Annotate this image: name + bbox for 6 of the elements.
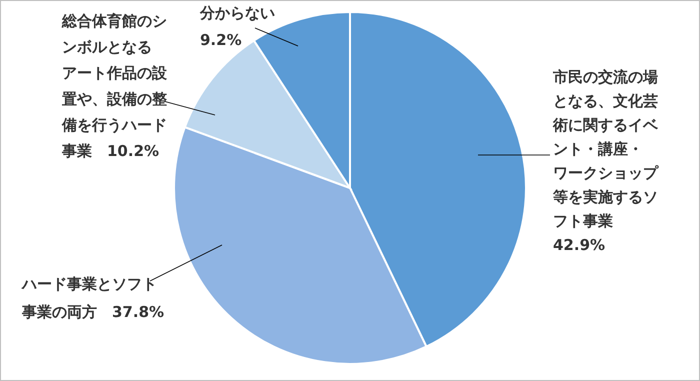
slice-label: 分からない bbox=[199, 4, 275, 22]
slice-label: 総合体育館のシンボルとなるアート作品の設置や、設備の整備を行うハード事業 10.2% bbox=[61, 12, 168, 160]
data-label: 42.9% bbox=[553, 236, 606, 254]
slice-label: ハード事業とソフト事業の両方 37.8% bbox=[21, 275, 164, 321]
slice-label: 市民の交流の場となる、文化芸術に関するイベント・講座・ワークショップ等を実施するソフト事業 bbox=[552, 68, 659, 230]
data-label: 9.2% bbox=[200, 31, 242, 49]
